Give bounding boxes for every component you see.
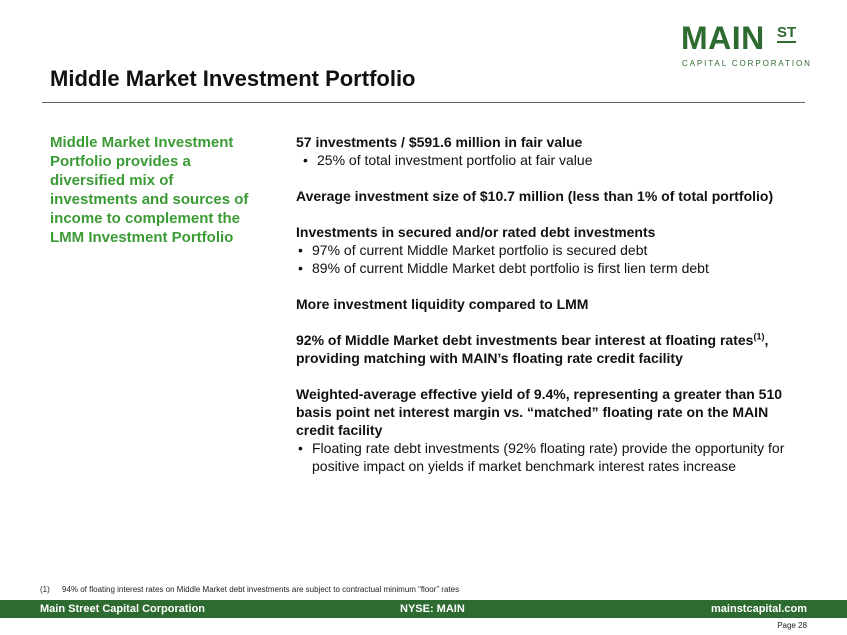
logo-subtitle: CAPITAL CORPORATION	[682, 59, 812, 68]
section-5-heading-end: , providing matching with MAIN’s floatin…	[296, 332, 769, 366]
page-number: Page 28	[777, 621, 807, 630]
section-2-heading: Average investment size of $10.7 million…	[296, 188, 774, 204]
list-item: Floating rate debt investments (92% floa…	[296, 439, 791, 475]
list-item: 25% of total investment portfolio at fai…	[296, 151, 791, 169]
section-6-bullets: Floating rate debt investments (92% floa…	[296, 439, 791, 475]
footnote-number: (1)	[40, 585, 50, 594]
section-6-heading: Weighted-average effective yield of 9.4%…	[296, 386, 783, 438]
section-3-heading: Investments in secured and/or rated debt…	[296, 224, 656, 240]
list-item: 97% of current Middle Market portfolio i…	[296, 241, 791, 259]
page-title: Middle Market Investment Portfolio	[50, 66, 416, 91]
footnote: (1) 94% of floating interest rates on Mid…	[40, 585, 459, 594]
main-content: 57 investments / $591.6 million in fair …	[296, 133, 791, 475]
main-street-logo: MAIN ST CAPITAL CORPORATION	[681, 20, 816, 68]
section-4-heading: More investment liquidity compared to LM…	[296, 296, 589, 312]
section-3-bullets: 97% of current Middle Market portfolio i…	[296, 241, 791, 277]
footnote-text: 94% of floating interest rates on Middle…	[62, 585, 460, 594]
left-callout: Middle Market Investment Portfolio provi…	[50, 134, 249, 246]
logo-st-text: ST	[777, 24, 797, 43]
footer-ticker: NYSE: MAIN	[400, 603, 465, 615]
section-5-heading-start: 92% of Middle Market debt investments be…	[296, 332, 754, 348]
list-item: 89% of current Middle Market debt portfo…	[296, 259, 791, 277]
footnote-reference: (1)	[753, 331, 765, 342]
footer-website: mainstcapital.com	[711, 603, 807, 615]
logo-main-text: MAIN	[681, 20, 765, 56]
title-divider	[42, 102, 805, 103]
footer-bar: Main Street Capital Corporation NYSE: MA…	[0, 600, 847, 618]
section-1-bullets: 25% of total investment portfolio at fai…	[296, 151, 791, 169]
section-1-heading: 57 investments / $591.6 million in fair …	[296, 134, 583, 150]
footer-company-name: Main Street Capital Corporation	[40, 603, 206, 615]
section-5-heading: 92% of Middle Market debt investments be…	[296, 331, 791, 367]
